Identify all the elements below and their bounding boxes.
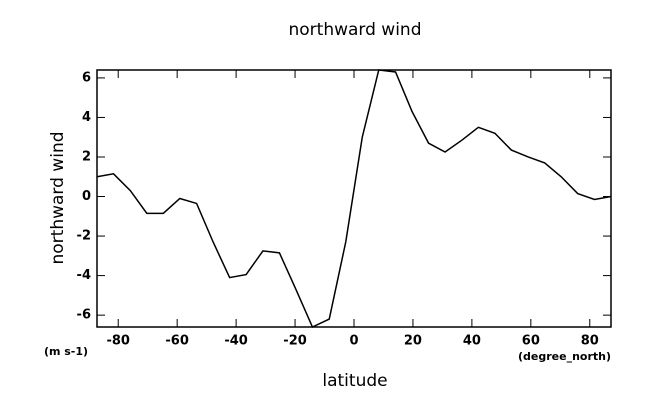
y-tick-label: -6 [77, 308, 91, 323]
y-tick-label: -4 [77, 268, 91, 283]
data-line [96, 69, 612, 329]
x-tick-label: 80 [581, 334, 599, 349]
y-unit: (m s-1) [44, 345, 88, 358]
x-tick-label: -60 [165, 334, 189, 349]
y-tick-label: 0 [82, 189, 91, 204]
y-axis-label: northward wind [48, 131, 68, 264]
y-tick-label: 2 [82, 149, 91, 164]
y-tick-label: 4 [82, 110, 91, 125]
x-tick-label: 60 [522, 334, 540, 349]
x-unit: (degree_north) [518, 350, 611, 363]
x-tick-label: -40 [224, 334, 248, 349]
x-tick-label: 0 [349, 334, 358, 349]
x-tick-label: -20 [283, 334, 307, 349]
y-tick-label: 6 [82, 70, 91, 85]
x-tick-label: -80 [106, 334, 130, 349]
chart-title: northward wind [288, 20, 421, 40]
x-tick-label: 20 [404, 334, 422, 349]
plot-frame [96, 69, 612, 328]
x-tick-label: 40 [463, 334, 481, 349]
y-tick-label: -2 [77, 229, 91, 244]
x-axis-label: latitude [322, 371, 387, 391]
